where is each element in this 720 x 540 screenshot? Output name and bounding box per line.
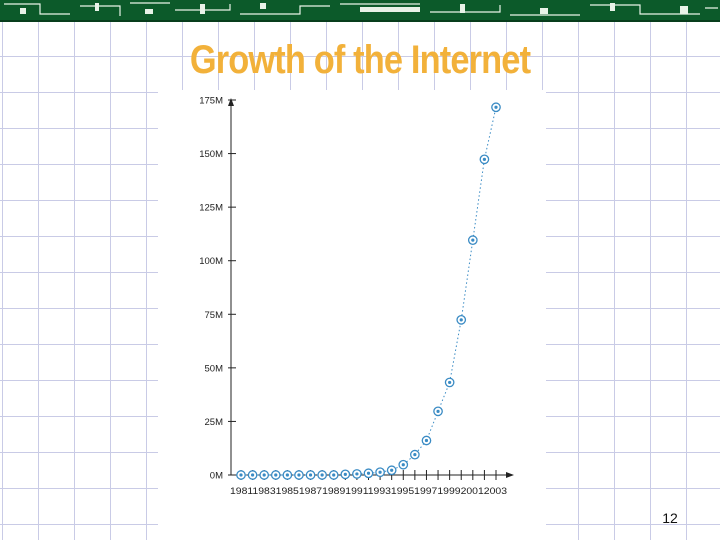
data-point-center (424, 438, 429, 443)
data-point-center (494, 105, 498, 109)
data-point-center (413, 453, 417, 457)
data-point-center (355, 472, 359, 476)
data-point-center (343, 472, 347, 476)
data-point-center (250, 473, 255, 477)
data-point-center (320, 473, 324, 477)
y-axis-arrow-icon (228, 98, 234, 106)
data-point-center (459, 318, 463, 322)
data-point-center (448, 380, 452, 385)
data-point-center (308, 473, 313, 477)
y-tick-label: 25M (205, 417, 224, 428)
series-line (241, 107, 497, 476)
data-point-center (378, 470, 382, 474)
data-point-center (390, 468, 394, 472)
circuit-pattern-icon (4, 2, 718, 16)
chart-panel: 0M 25M 50M 75M 100M 125M 150M 175M 1981198319851… (158, 90, 546, 540)
data-point-center (436, 409, 440, 413)
decorative-header-strip (0, 0, 720, 22)
page-number: 12 (662, 510, 678, 526)
data-point-center (482, 157, 487, 161)
x-tick-labels: 1981198319851987198919911993199519971999… (230, 486, 507, 497)
data-point-center (262, 473, 266, 477)
y-tick-label: 150M (199, 149, 223, 160)
data-point-center (239, 473, 243, 477)
y-tick-label: 125M (199, 203, 223, 214)
data-point-center (401, 463, 405, 467)
data-point-center (471, 238, 475, 242)
slide-title: Growth of the Internet (189, 38, 531, 82)
data-point-center (297, 473, 301, 477)
y-tick-label: 175M (199, 96, 223, 107)
data-point-center (285, 473, 289, 477)
data-point-center (274, 473, 278, 477)
data-point-center (332, 473, 336, 477)
y-tick-label: 100M (199, 256, 223, 267)
y-tick-label: 75M (205, 310, 224, 321)
data-point-center (366, 471, 371, 475)
x-axis-arrow-icon (506, 472, 514, 478)
y-tick-label: 50M (205, 363, 224, 374)
y-tick-label: 0M (210, 471, 223, 482)
growth-chart: 0M 25M 50M 75M 100M 125M 150M 175M 1981198319851… (199, 96, 514, 497)
